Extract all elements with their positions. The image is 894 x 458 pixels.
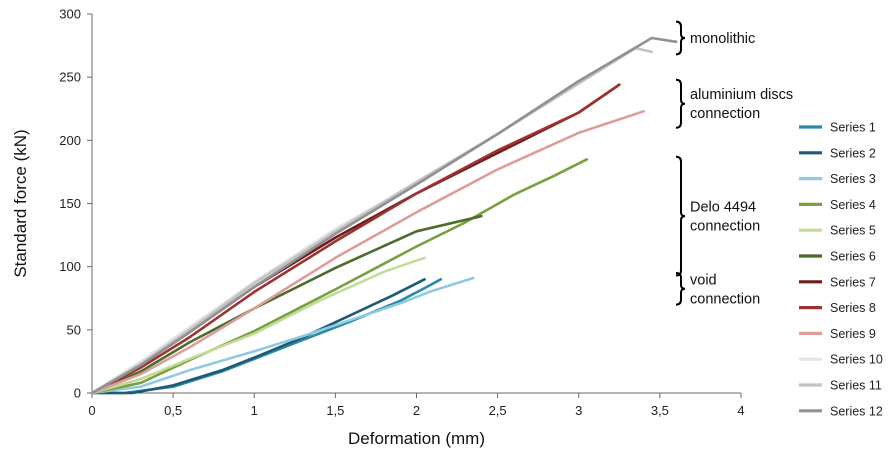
annotation-label: connection [690, 106, 760, 122]
annotation-label: connection [690, 219, 760, 235]
y-tick-label: 50 [67, 322, 81, 337]
x-tick-label: 0,5 [164, 403, 182, 418]
legend-label: Series 1 [830, 121, 876, 135]
y-tick-label: 100 [59, 259, 81, 274]
series-line-10 [90, 179, 426, 395]
legend-label: Series 9 [830, 327, 876, 341]
annotation-label: monolithic [690, 31, 755, 47]
series-line-8 [90, 83, 621, 395]
annotation-brace [675, 155, 686, 277]
legend-label: Series 8 [830, 301, 876, 315]
y-tick-group: 0 50 100 150 200 250 300 [59, 7, 92, 401]
x-tick-label: 1 [251, 403, 258, 418]
x-axis-title: Deformation (mm) [348, 429, 485, 448]
y-tick-label: 250 [59, 70, 81, 85]
legend-label: Series 12 [830, 404, 883, 418]
legend-label: Series 11 [830, 379, 882, 393]
series-line-3 [90, 276, 475, 395]
x-tick-label: 2,5 [489, 403, 507, 418]
x-tick-group: 0 0,5 1 1,5 2 2,5 3 3,5 4 [88, 393, 745, 418]
annotation-label: connection [690, 291, 760, 307]
annotation-label: Delo 4494 [690, 200, 756, 216]
legend: Series 1 Series 2 Series 3 Series 4 Series 5… [799, 121, 883, 418]
series-lines [90, 36, 678, 395]
series-line-4 [90, 158, 589, 395]
legend-label: Series 7 [830, 275, 876, 289]
series-line-12 [90, 36, 678, 395]
annotation-brace [675, 20, 686, 56]
annotation-label: void [690, 272, 717, 288]
y-tick-label: 300 [59, 7, 81, 22]
y-tick-label: 200 [59, 133, 81, 148]
series-line-5 [90, 256, 426, 395]
y-axis-title: Standard force (kN) [11, 129, 30, 277]
series-line-2 [90, 277, 426, 395]
y-tick-label: 150 [59, 196, 81, 211]
x-tick-label: 3,5 [651, 403, 669, 418]
legend-label: Series 10 [830, 353, 883, 367]
annotation-group: monolithic aluminium discs connection Delo … [675, 20, 793, 307]
x-tick-label: 1,5 [326, 403, 344, 418]
annotation-brace [675, 78, 686, 129]
legend-label: Series 2 [830, 146, 876, 160]
x-tick-label: 4 [737, 403, 744, 418]
x-tick-label: 3 [575, 403, 582, 418]
annotation-label: aluminium discs [690, 87, 793, 103]
legend-label: Series 4 [830, 198, 876, 212]
legend-label: Series 5 [830, 224, 876, 238]
series-line-9 [90, 110, 645, 395]
legend-label: Series 3 [830, 172, 876, 186]
x-tick-label: 0 [88, 403, 95, 418]
annotation-brace [675, 271, 686, 306]
x-tick-label: 2 [413, 403, 420, 418]
legend-label: Series 6 [830, 250, 876, 264]
y-tick-label: 0 [74, 386, 81, 401]
